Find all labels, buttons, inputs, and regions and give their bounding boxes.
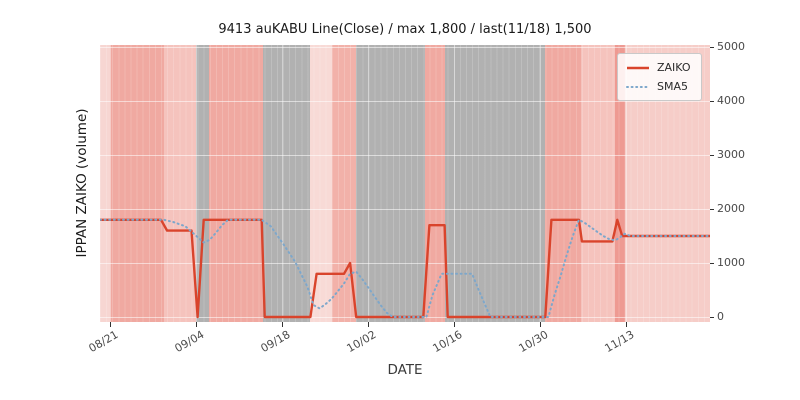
x-tick-mark xyxy=(281,322,283,327)
x-tick-mark xyxy=(109,322,111,327)
v-gridline xyxy=(109,45,111,322)
v-gridline xyxy=(281,45,283,322)
background-band xyxy=(355,45,426,322)
background-band xyxy=(208,45,263,322)
background-band xyxy=(425,45,446,322)
x-tick-mark xyxy=(367,322,369,327)
y-tick-label: 1000 xyxy=(717,256,745,269)
legend-swatch-sma5 xyxy=(626,85,650,88)
h-gridline xyxy=(100,263,710,264)
y-axis-label: IPPAN ZAIKO (volume) xyxy=(74,108,90,258)
h-gridline xyxy=(100,209,710,210)
v-gridline xyxy=(625,45,627,322)
x-axis-label: DATE xyxy=(387,362,423,378)
background-band xyxy=(195,45,209,322)
legend: ZAIKO SMA5 xyxy=(617,53,702,101)
zaiko-line xyxy=(100,218,710,319)
y-tick-label: 0 xyxy=(717,310,724,323)
chart-title: 9413 auKABU Line(Close) / max 1,800 / la… xyxy=(218,22,592,37)
y-tick-mark xyxy=(710,155,714,156)
background-band xyxy=(109,45,165,322)
h-gridline xyxy=(100,47,710,48)
y-tick-label: 4000 xyxy=(717,94,745,107)
y-tick-label: 3000 xyxy=(717,148,745,161)
y-tick-label: 5000 xyxy=(717,40,745,53)
plot-area xyxy=(100,45,710,322)
x-tick-mark xyxy=(195,322,197,327)
background-band xyxy=(331,45,356,322)
h-gridline xyxy=(100,155,710,156)
v-gridline xyxy=(195,45,197,322)
v-gridline xyxy=(453,45,455,322)
legend-swatch-zaiko xyxy=(627,66,649,69)
sma5-line xyxy=(100,218,710,318)
series-lines xyxy=(100,218,710,319)
background-band xyxy=(615,45,626,322)
gridlines xyxy=(100,45,710,322)
v-gridline xyxy=(367,45,369,322)
y-tick-mark xyxy=(710,101,714,102)
background-band xyxy=(309,45,332,322)
background-band xyxy=(545,45,581,322)
y-tick-mark xyxy=(710,317,714,318)
background-bands xyxy=(100,45,710,322)
background-band xyxy=(445,45,546,322)
background-band xyxy=(580,45,616,322)
x-tick-mark xyxy=(539,322,541,327)
h-gridline xyxy=(100,101,710,102)
y-tick-mark xyxy=(710,209,714,210)
legend-item-zaiko: ZAIKO xyxy=(626,61,691,74)
day-stripes-overlay xyxy=(100,45,710,322)
background-band xyxy=(164,45,196,322)
legend-label: SMA5 xyxy=(657,80,688,93)
v-gridline xyxy=(539,45,541,322)
y-tick-mark xyxy=(710,47,714,48)
legend-label: ZAIKO xyxy=(657,61,691,74)
legend-item-sma5: SMA5 xyxy=(626,80,691,93)
y-tick-mark xyxy=(710,263,714,264)
x-tick-mark xyxy=(625,322,627,327)
background-band xyxy=(100,45,110,322)
x-tick-mark xyxy=(453,322,455,327)
y-tick-label: 2000 xyxy=(717,202,745,215)
